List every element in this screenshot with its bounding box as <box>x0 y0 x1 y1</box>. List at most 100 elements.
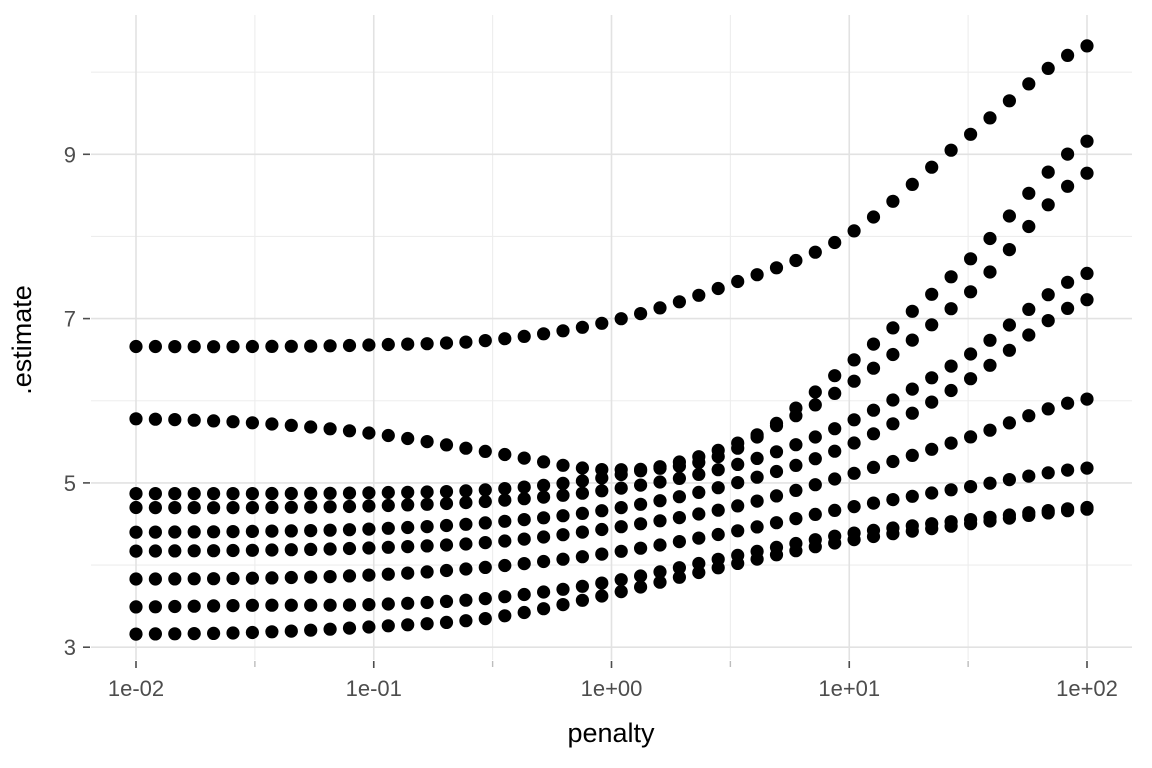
data-point <box>847 224 861 238</box>
data-point <box>401 566 415 580</box>
data-point <box>517 492 531 506</box>
data-point <box>866 337 881 351</box>
data-point <box>168 413 182 427</box>
data-point <box>342 424 357 438</box>
data-point <box>905 406 919 420</box>
data-point <box>226 487 240 501</box>
data-point <box>944 483 958 497</box>
data-point <box>983 476 997 490</box>
data-point <box>265 486 279 501</box>
data-point <box>575 506 590 520</box>
data-point <box>304 486 318 500</box>
data-point <box>498 493 512 507</box>
data-point <box>439 518 454 533</box>
data-point <box>614 544 628 558</box>
data-point <box>789 253 803 268</box>
data-point <box>478 483 492 497</box>
data-point <box>148 600 162 614</box>
data-point <box>964 252 978 266</box>
series-resample-3 <box>129 166 1094 501</box>
data-point <box>304 598 318 612</box>
data-point <box>731 457 745 471</box>
data-point <box>362 568 376 582</box>
data-point <box>439 615 454 630</box>
data-point <box>575 320 590 334</box>
data-point <box>595 522 609 537</box>
data-point <box>207 599 221 613</box>
data-point <box>672 455 687 469</box>
series-resample-6 <box>129 392 1094 558</box>
data-point <box>964 285 978 299</box>
data-point <box>653 514 667 528</box>
data-point <box>1041 61 1055 75</box>
data-point <box>886 194 900 208</box>
data-point <box>731 499 745 513</box>
data-point <box>284 598 298 612</box>
data-point <box>226 501 240 515</box>
data-point <box>245 598 259 612</box>
data-point <box>750 428 764 442</box>
data-point <box>750 451 764 465</box>
data-point <box>731 436 745 450</box>
data-point <box>634 307 648 321</box>
x-tick-label: 1e+01 <box>818 676 880 701</box>
data-point <box>866 210 881 224</box>
data-point <box>129 544 143 558</box>
data-point <box>498 609 512 623</box>
x-tick-label: 1e+00 <box>581 676 643 701</box>
data-point <box>1080 266 1094 280</box>
data-point <box>517 451 531 465</box>
data-point <box>905 524 919 538</box>
data-point <box>828 235 842 250</box>
data-point <box>245 543 259 557</box>
data-point <box>750 520 764 534</box>
data-point <box>653 494 667 508</box>
data-point <box>284 570 298 585</box>
data-point <box>672 471 687 485</box>
data-point <box>498 482 512 496</box>
y-tick-label: 5 <box>64 471 76 496</box>
data-point <box>129 500 143 515</box>
data-point <box>847 466 861 480</box>
data-point <box>983 514 997 528</box>
data-point <box>866 403 881 417</box>
data-point <box>517 605 531 620</box>
data-point <box>537 602 551 616</box>
data-point <box>342 523 357 537</box>
data-point <box>304 524 318 538</box>
data-point <box>187 627 201 641</box>
data-point <box>245 571 259 585</box>
data-point <box>905 448 919 462</box>
data-point <box>187 340 201 354</box>
data-point <box>304 570 318 584</box>
data-point <box>439 438 454 452</box>
data-point <box>517 480 531 494</box>
data-point <box>1080 134 1094 148</box>
data-point <box>575 461 590 475</box>
data-point <box>226 626 240 640</box>
data-point <box>634 517 648 531</box>
data-point <box>692 467 706 481</box>
data-point <box>983 111 997 125</box>
data-point <box>944 270 958 284</box>
data-point <box>245 487 259 501</box>
series-resample-5 <box>129 293 1094 539</box>
data-point <box>168 501 182 515</box>
data-point <box>731 274 745 289</box>
data-point <box>362 620 376 634</box>
data-point <box>1041 288 1055 302</box>
data-point <box>575 593 590 607</box>
data-point <box>847 533 861 547</box>
data-point <box>1002 343 1017 357</box>
series-resample-4 <box>129 266 1094 515</box>
data-point <box>187 525 201 539</box>
data-point <box>362 499 376 513</box>
data-point <box>595 471 609 485</box>
data-point <box>1002 209 1017 223</box>
data-point <box>847 436 861 450</box>
data-point <box>168 487 182 501</box>
data-point <box>1061 275 1075 289</box>
data-point <box>672 561 687 575</box>
data-point <box>886 454 900 469</box>
data-point <box>342 569 357 583</box>
